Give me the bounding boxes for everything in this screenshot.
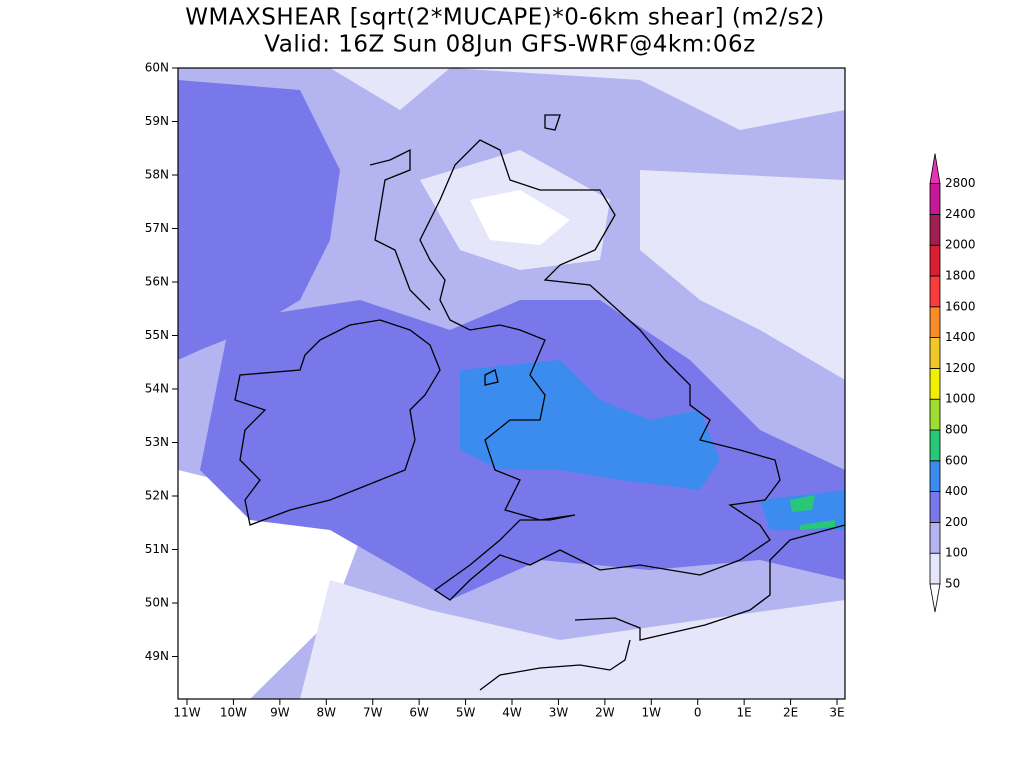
colorbar-label: 200 — [945, 515, 968, 529]
colorbar-label: 50 — [945, 577, 960, 591]
shade — [800, 520, 835, 530]
colorbar-segment — [929, 306, 941, 338]
lat-label: 56N — [145, 275, 169, 289]
shade — [640, 170, 845, 380]
colorbar-label: 400 — [945, 484, 968, 498]
coastline — [369, 148, 431, 311]
colorbar-segment — [929, 244, 941, 277]
colorbar: 50 100 200 400 600 800 1000 1200 1400 1600 1800 200… — [929, 153, 976, 613]
lon-label: 3E — [829, 706, 844, 720]
colorbar-label: 1400 — [945, 330, 976, 344]
colorbar-label: 1000 — [945, 392, 976, 406]
lon-label: 2W — [595, 706, 615, 720]
colorbar-segment — [929, 552, 941, 585]
colorbar-segment — [929, 337, 941, 369]
coastline — [234, 319, 441, 526]
lon-label: 1W — [642, 706, 662, 720]
lat-label: 57N — [145, 221, 169, 235]
colorbar-segment — [929, 213, 941, 246]
lat-label: 50N — [145, 596, 169, 610]
lon-label: 2E — [783, 706, 798, 720]
shade — [178, 68, 845, 130]
lat-label: 53N — [145, 435, 169, 449]
colorbar-label: 2800 — [945, 176, 976, 190]
title-line: Valid: 16Z Sun 08Jun GFS-WRF@4km:06z — [264, 32, 755, 58]
lon-label: 5W — [456, 706, 476, 720]
lon-label: 8W — [317, 706, 337, 720]
lon-label: 1E — [737, 706, 752, 720]
lon-label: 7W — [363, 706, 383, 720]
colorbar-label: 2000 — [945, 238, 976, 252]
lat-label: 55N — [145, 328, 169, 342]
coastline — [574, 524, 846, 641]
lat-label: 60N — [145, 61, 169, 75]
colorbar-label: 100 — [945, 546, 968, 560]
shade — [460, 360, 720, 490]
colorbar-segment — [929, 491, 941, 523]
colorbar-segment — [929, 522, 941, 554]
colorbar-label: 1800 — [945, 269, 976, 283]
colorbar-label: 1200 — [945, 361, 976, 375]
colorbar-segment — [929, 398, 941, 431]
lat-label: 52N — [145, 489, 169, 503]
colorbar-segment — [929, 429, 941, 462]
lon-label: 6W — [409, 706, 429, 720]
lat-label: 54N — [145, 382, 169, 396]
colorbar-under — [929, 583, 941, 613]
lon-label: 3W — [549, 706, 569, 720]
lat-label: 51N — [145, 542, 169, 556]
lon-label: 10W — [220, 706, 247, 720]
shade — [470, 190, 570, 245]
title-line: WMAXSHEAR [sqrt(2*MUCAPE)*0-6km shear] (… — [185, 5, 825, 31]
shade — [178, 80, 340, 360]
coastline — [419, 139, 781, 601]
colorbar-over — [929, 153, 941, 184]
lat-label: 59N — [145, 114, 169, 128]
colorbar-segment — [929, 460, 941, 492]
colorbar-segment — [929, 367, 941, 400]
shade — [790, 495, 815, 512]
colorbar-label: 2400 — [945, 207, 976, 221]
colorbar-label: 600 — [945, 453, 968, 467]
lon-label: 4W — [502, 706, 522, 720]
shading — [178, 68, 845, 699]
colorbar-segment — [929, 183, 941, 215]
coastlines — [234, 114, 846, 691]
coastline — [479, 639, 631, 691]
lon-label: 9W — [270, 706, 290, 720]
lat-label: 58N — [145, 168, 169, 182]
lon-label: 11W — [173, 706, 200, 720]
coastline — [544, 114, 561, 131]
colorbar-label: 1600 — [945, 299, 976, 313]
lon-label: 0 — [694, 706, 702, 720]
colorbar-segment — [929, 275, 941, 308]
shade — [300, 580, 845, 699]
lat-label: 49N — [145, 649, 169, 663]
map-frame — [177, 67, 846, 700]
coastline — [484, 369, 499, 386]
axes: 60N 59N 58N 57N 56N 55N 54N 53N 52N 51N 50N 49N 11W 1… — [145, 61, 845, 720]
colorbar-label: 800 — [945, 423, 968, 437]
